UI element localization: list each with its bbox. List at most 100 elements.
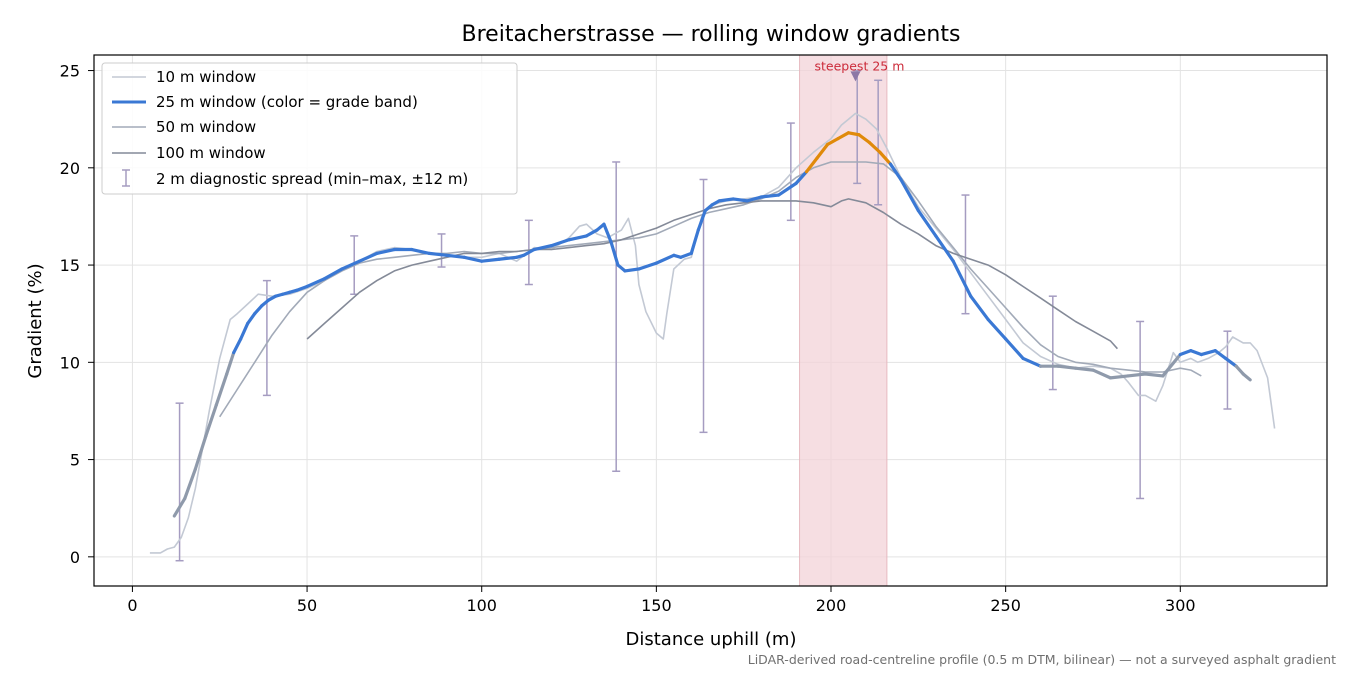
footnote: LiDAR-derived road-centreline profile (0… — [748, 652, 1336, 667]
series-segment-25m — [497, 255, 519, 261]
series-segment-25m — [172, 496, 187, 518]
series-segment-25m — [427, 251, 449, 257]
series-segment-25m — [225, 350, 236, 376]
y-tick-label: 0 — [70, 548, 80, 567]
series-segment-25m — [969, 294, 990, 322]
series-segment-25m — [1161, 352, 1182, 378]
series-segment-25m — [567, 234, 589, 242]
series-segment-25m — [888, 162, 903, 182]
y-tick-label: 25 — [60, 62, 80, 81]
series-segment-25m — [232, 337, 243, 355]
diagnostic-errorbars — [175, 69, 1232, 562]
series-segment-25m — [679, 251, 693, 259]
series-segment-25m — [193, 434, 208, 471]
series-segment-25m — [1021, 356, 1043, 368]
series-segment-25m — [934, 234, 955, 263]
series-segment-25m — [623, 267, 641, 273]
series-segment-25m — [1004, 337, 1025, 361]
series-segment-25m — [183, 467, 197, 501]
series-segment-25m — [878, 150, 892, 166]
x-tick-label: 200 — [816, 596, 847, 615]
series-segment-25m — [745, 195, 763, 203]
plot-frame — [93, 54, 1328, 587]
series-segment-25m — [602, 222, 613, 244]
steepest-marker — [850, 71, 861, 82]
series-segment-25m — [951, 259, 973, 298]
legend-label-errorbar: 2 m diagnostic spread (min–max, ±12 m) — [156, 170, 468, 188]
legend-label-10m: 10 m window — [156, 68, 256, 86]
series-segment-25m — [1213, 349, 1228, 361]
series-segment-25m — [717, 197, 735, 203]
x-tick-label: 100 — [466, 596, 497, 615]
x-tick-label: 250 — [990, 596, 1021, 615]
series-segment-25m — [637, 261, 658, 271]
x-tick-label: 300 — [1165, 596, 1196, 615]
y-tick-label: 15 — [60, 256, 80, 275]
series-lines — [149, 112, 1276, 554]
series-segment-25m — [857, 133, 872, 145]
legend-box — [101, 62, 518, 195]
series-segment-25m — [239, 321, 250, 341]
series-segment-25m — [1199, 349, 1217, 357]
series-segment-25m — [1143, 372, 1165, 378]
legend-label-100m: 100 m window — [156, 144, 266, 162]
series-segment-25m — [204, 403, 218, 438]
legend-swatch-errorbar — [122, 169, 130, 187]
series-segment-25m — [375, 247, 396, 255]
chart-title: Breitacherstrasse — rolling window gradi… — [462, 22, 961, 47]
series-segment-25m — [689, 228, 700, 255]
series-segment-25m — [462, 255, 484, 263]
series-segment-25m — [654, 253, 676, 265]
series-segment-25m — [1126, 372, 1147, 378]
y-axis-label: Gradient (%) — [25, 263, 46, 378]
series-segment-25m — [246, 312, 257, 326]
steepest-label: steepest 25 m — [815, 58, 905, 73]
series-segment-25m — [804, 156, 819, 174]
series-segment-25m — [759, 193, 781, 199]
series-segment-25m — [480, 257, 501, 263]
series-segment-25m — [899, 177, 920, 213]
series-line-100m — [306, 198, 1118, 350]
legend: 10 m window 25 m window (color = grade b… — [101, 62, 518, 195]
series-segment-25m — [253, 304, 264, 316]
series-segment-25m — [836, 131, 851, 141]
series-segment-25m — [1178, 349, 1193, 357]
series-segment-25m — [410, 247, 431, 255]
x-axis-label: Distance uphill (m) — [626, 629, 797, 650]
series-segment-25m — [357, 251, 379, 263]
x-tick-label: 50 — [297, 596, 317, 615]
series-segment-25m — [867, 140, 882, 154]
x-tick-label: 150 — [641, 596, 672, 615]
series-segment-25m — [696, 209, 707, 232]
series-segment-25m — [986, 317, 1008, 341]
series-segment-25m — [846, 131, 861, 137]
steepest-annotation: steepest 25 m — [815, 58, 905, 82]
series-segment-25m — [916, 209, 938, 238]
series-segment-25m — [1091, 368, 1113, 380]
series-segment-25m — [549, 238, 571, 248]
series-segment-25m — [825, 137, 840, 147]
series-segment-25m — [294, 284, 309, 292]
series-segment-25m — [584, 228, 599, 238]
series-segment-25m — [815, 142, 830, 160]
series-line-50m — [219, 161, 1202, 418]
y-tick-label: 20 — [60, 159, 80, 178]
series-segment-25m — [1241, 372, 1252, 382]
series-segment-25m — [777, 181, 798, 197]
series-segment-25m — [322, 267, 344, 281]
series-segment-25m — [445, 253, 466, 259]
series-segment-25m — [794, 170, 809, 185]
series-segment-25m — [532, 244, 554, 252]
y-tick-label: 10 — [60, 353, 80, 372]
series-segment-25m — [340, 259, 362, 271]
series-segment-25m — [1189, 349, 1203, 357]
series-segment-25m — [214, 372, 229, 407]
x-axis-ticks: 0 50 100 150 200 250 300 — [127, 586, 1196, 615]
series-segment-25m — [731, 197, 749, 203]
y-tick-label: 5 — [70, 451, 80, 470]
y-axis-ticks: 0 5 10 15 20 25 — [60, 62, 94, 567]
x-tick-label: 0 — [127, 596, 137, 615]
series-segment-25m — [609, 240, 620, 267]
series-segment-25m — [305, 277, 327, 289]
